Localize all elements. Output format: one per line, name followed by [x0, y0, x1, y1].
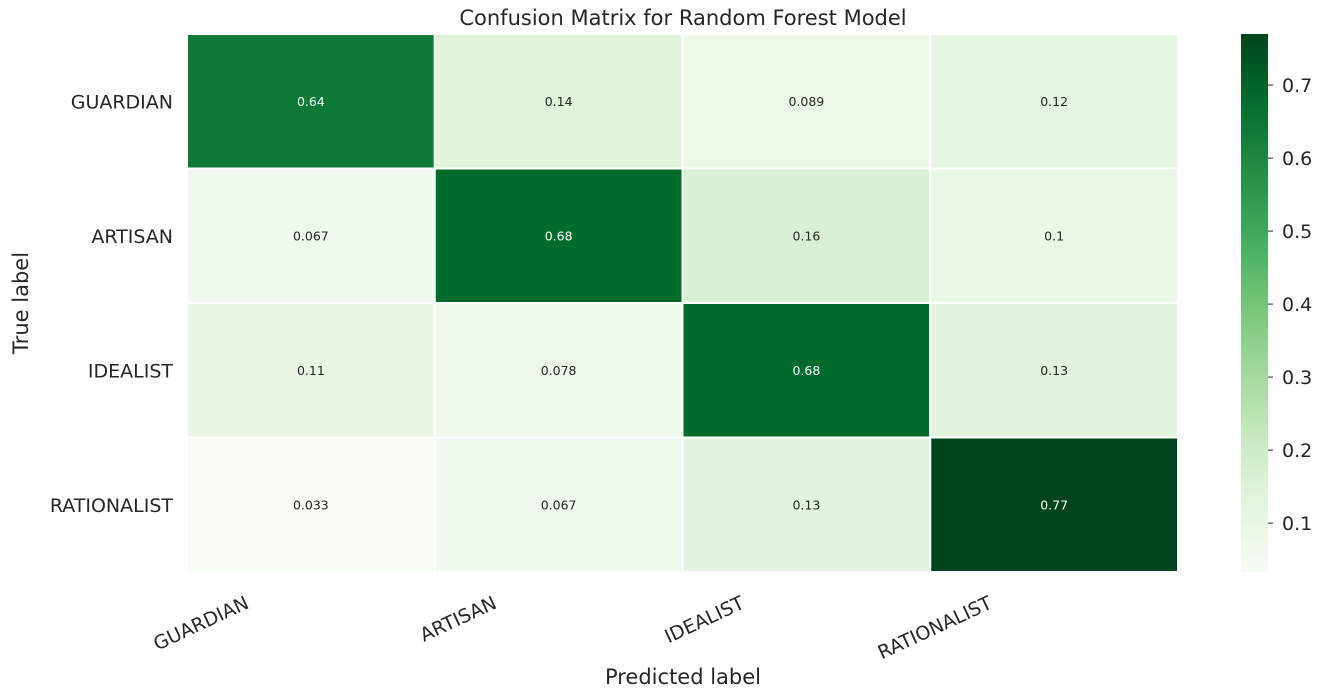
y-tick-label: RATIONALIST — [50, 495, 174, 517]
cell-value-label: 0.77 — [1040, 497, 1068, 512]
colorbar-tick-label: 0.7 — [1282, 75, 1312, 97]
cell-value-label: 0.68 — [545, 228, 573, 243]
heatmap-cell — [929, 33, 1179, 170]
colorbar-tick-label: 0.6 — [1282, 148, 1312, 170]
cell-value-label: 0.11 — [297, 363, 325, 378]
y-axis-title: True label — [9, 252, 33, 355]
heatmap-cell — [929, 436, 1179, 573]
colorbar — [1241, 34, 1268, 572]
colorbar-tick-label: 0.2 — [1282, 440, 1312, 462]
heatmap-cell — [433, 302, 684, 439]
cell-value-label: 0.067 — [541, 497, 577, 512]
x-tick-label: ARTISAN — [417, 592, 500, 646]
heatmap-cell — [681, 33, 932, 170]
cell-value-label: 0.16 — [792, 228, 820, 243]
cell-value-label: 0.64 — [297, 94, 325, 109]
chart-title: Confusion Matrix for Random Forest Model — [459, 6, 906, 30]
cell-value-label: 0.1 — [1044, 228, 1064, 243]
cell-value-label: 0.12 — [1040, 94, 1068, 109]
cell-value-label: 0.089 — [788, 94, 824, 109]
colorbar-tick-label: 0.4 — [1282, 294, 1312, 316]
cell-value-label: 0.067 — [293, 228, 329, 243]
colorbar-tick-label: 0.1 — [1282, 513, 1312, 535]
x-tick-label: GUARDIAN — [150, 592, 252, 655]
x-tick-label: IDEALIST — [661, 592, 748, 648]
colorbar-tick-labels: 0.1 0.2 0.3 0.4 0.5 0.6 0.7 — [1268, 75, 1312, 535]
heatmap-cell — [433, 167, 684, 304]
cell-value-label: 0.68 — [792, 363, 820, 378]
y-tick-label: ARTISAN — [91, 226, 173, 248]
y-tick-labels: GUARDIAN ARTISAN IDEALIST RATIONALIST — [50, 91, 174, 517]
cell-value-label: 0.13 — [1040, 363, 1068, 378]
heatmap-cell — [186, 33, 436, 170]
heatmap-cell — [433, 33, 684, 170]
x-tick-labels: GUARDIAN ARTISAN IDEALIST RATIONALIST — [150, 592, 996, 664]
heatmap-cell — [929, 167, 1179, 304]
heatmap-cell — [186, 167, 436, 304]
y-tick-label: GUARDIAN — [71, 91, 173, 113]
cell-value-label: 0.033 — [293, 497, 329, 512]
heatmap-cell — [929, 302, 1179, 439]
x-tick-label: RATIONALIST — [875, 592, 996, 664]
heatmap-cell — [186, 436, 436, 573]
heatmap-cells: 0.64 0.14 0.089 0.12 0.067 0.68 0.16 0.1 0.11 0.0… — [186, 33, 1179, 573]
cell-value-label: 0.13 — [792, 497, 820, 512]
cell-value-label: 0.14 — [545, 94, 573, 109]
colorbar-tick-label: 0.5 — [1282, 221, 1312, 243]
heatmap-cell — [433, 436, 684, 573]
x-axis-title: Predicted label — [605, 665, 761, 689]
heatmap-cell — [681, 436, 932, 573]
y-tick-label: IDEALIST — [88, 360, 173, 382]
colorbar-tick-label: 0.3 — [1282, 367, 1312, 389]
cell-value-label: 0.078 — [541, 363, 577, 378]
